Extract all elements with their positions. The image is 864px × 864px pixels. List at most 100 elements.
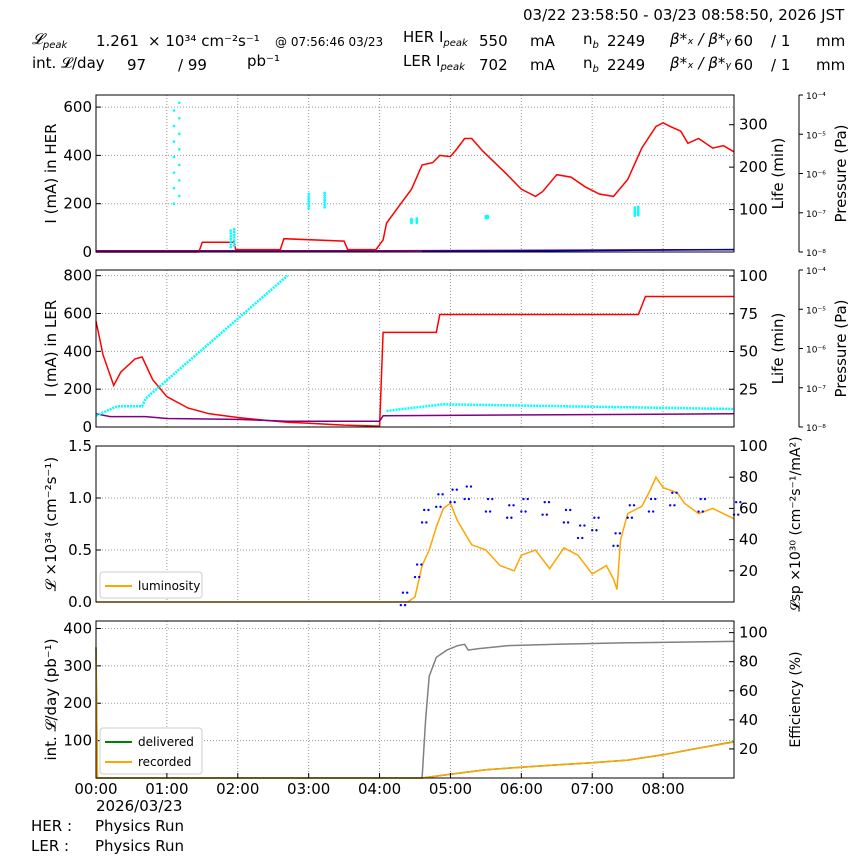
specific-lumi-point: [734, 500, 738, 504]
specific-lumi-point: [467, 497, 471, 501]
y2-tick-label: 40: [739, 711, 758, 729]
y-axis-label: 𝓛 ×10³⁴ (cm⁻²s⁻¹): [42, 457, 60, 591]
specific-lumi-point: [453, 500, 456, 504]
specific-lumi-point: [423, 508, 426, 512]
beta-unit-her: mm: [816, 32, 846, 50]
specific-lumi-point: [413, 575, 417, 579]
x-tick-label: 06:00: [500, 780, 543, 798]
specific-lumi-point: [737, 513, 740, 516]
life-point: [229, 229, 232, 232]
y2-axis-label: 𝓛sp ×10³⁰ (cm⁻²s⁻¹/mA²): [788, 436, 804, 611]
y-axis-label: int. 𝓛/day (pb⁻¹): [42, 638, 60, 760]
y-tick-label: 200: [63, 380, 92, 398]
specific-lumi-point: [403, 603, 407, 607]
y-tick-label: 1.5: [68, 437, 92, 455]
y2-tick-label: 100: [739, 267, 768, 285]
specific-lumi-point: [564, 508, 568, 512]
specific-lumi-point: [671, 491, 674, 494]
specific-lumi-point: [510, 516, 513, 519]
life-point: [415, 220, 419, 224]
life-point: [232, 233, 236, 237]
pressure-tick-label: 10⁻⁸: [806, 424, 826, 434]
specific-lumi-point: [449, 500, 452, 504]
life-point: [229, 240, 232, 243]
y2-tick-label: 100: [739, 624, 768, 642]
plot-frame: [95, 445, 735, 603]
legend-label: luminosity: [138, 579, 200, 593]
y2-tick-label: 100: [739, 437, 768, 455]
life-point: [307, 197, 310, 201]
beta-ler-slash: / 1: [771, 56, 791, 74]
lpeak-unit: × 10³⁴ cm⁻²s⁻¹: [148, 32, 260, 50]
specific-lumi-point: [569, 508, 572, 512]
ler-status-label: LER :: [31, 837, 70, 855]
specific-lumi-point: [581, 536, 584, 540]
y-tick-label: 100: [63, 732, 92, 750]
y-tick-label: 1.0: [68, 489, 92, 507]
x-tick-label: 03:00: [287, 780, 330, 798]
specific-lumi-point: [484, 510, 488, 513]
date-label: 2026/03/23: [96, 797, 183, 815]
specific-lumi-point: [699, 497, 702, 501]
specific-lumi-point: [505, 516, 509, 519]
life-point: [637, 212, 640, 215]
life-point: [307, 199, 310, 203]
beta-her-value: 60: [734, 32, 754, 50]
her_blue-series: [422, 248, 735, 253]
life-point: [172, 124, 176, 128]
y2-axis-label: Efficiency (%): [788, 651, 804, 747]
specific-lumi-point: [547, 500, 551, 504]
specific-lumi-point: [647, 510, 651, 513]
life-point: [172, 171, 176, 174]
specific-lumi-point: [420, 563, 423, 566]
specific-lumi-point: [578, 524, 582, 527]
life-point: [232, 230, 236, 234]
specific-lumi-point: [512, 504, 515, 507]
specific-lumi-point: [491, 497, 494, 501]
y-tick-label: 0: [82, 243, 92, 261]
x-tick-label: 00:00: [74, 780, 117, 798]
x-tick-label: 05:00: [429, 780, 472, 798]
specific-lumi-point: [469, 485, 473, 488]
specific-lumi-point: [465, 485, 468, 488]
pressure-tick-label: 10⁻⁴: [806, 92, 826, 102]
life-point: [177, 101, 181, 105]
y2-tick-label: 60: [739, 682, 758, 700]
pressure-tick-label: 10⁻⁵: [806, 131, 826, 141]
specific-lumi-point: [439, 505, 442, 509]
life-point: [177, 163, 181, 167]
specific-lumi-point: [406, 591, 409, 594]
y2-tick-label: 75: [739, 305, 758, 323]
life-point: [323, 206, 326, 209]
panel-her: [95, 94, 803, 253]
life-point: [637, 205, 640, 209]
specific-lumi-point: [437, 493, 440, 496]
life-point: [177, 179, 181, 182]
specific-lumi-point: [524, 510, 527, 513]
life-point: [172, 109, 176, 112]
life-point: [323, 198, 326, 202]
intl-value: 97: [127, 56, 147, 74]
beta-ler-value: 60: [734, 56, 754, 74]
specific-lumi-point: [420, 521, 424, 524]
y2-tick-label: 80: [739, 468, 758, 486]
panel-luminosity: [95, 445, 742, 607]
life-point: [229, 232, 232, 235]
life-point: [172, 186, 176, 190]
legend-label: recorded: [138, 755, 191, 769]
specific-lumi-point: [455, 488, 459, 491]
y-tick-label: 800: [63, 267, 92, 285]
specific-lumi-point: [463, 497, 466, 501]
specific-lumi-point: [630, 516, 634, 519]
beta-unit-ler: mm: [816, 56, 846, 74]
specific-lumi-point: [675, 491, 678, 494]
specific-lumi-point: [597, 516, 600, 519]
ler-status-value: Physics Run: [95, 837, 185, 855]
panel-ler: [95, 269, 803, 428]
lpeak-label: 𝓛peak: [32, 30, 68, 51]
specific-lumi-point: [566, 521, 570, 524]
life-point: [177, 194, 181, 198]
life-point: [633, 206, 637, 209]
y2-tick-label: 100: [739, 201, 768, 219]
y-tick-label: 400: [63, 619, 92, 637]
